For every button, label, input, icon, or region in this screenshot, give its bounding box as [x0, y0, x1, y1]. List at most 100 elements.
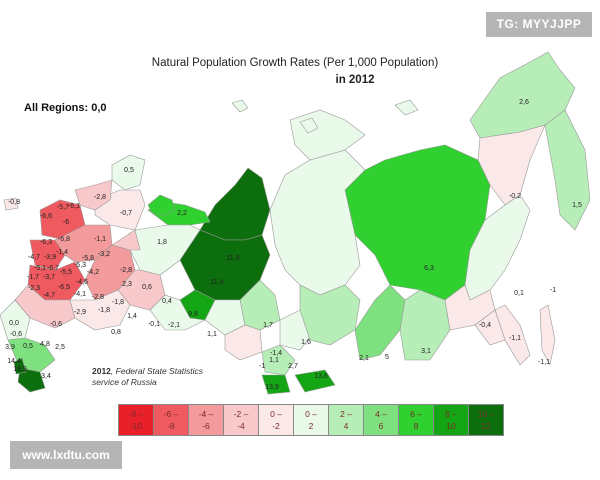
region-value-label: 0,0 [9, 320, 19, 327]
region-dagestan[interactable] [17, 367, 46, 393]
legend-swatch: -2 – -4 [223, 404, 259, 436]
region-novaya-zemlya[interactable] [147, 194, 176, 216]
telegram-tag: TG: MYYJJPP [486, 12, 592, 37]
region-value-label: 3,4 [41, 373, 51, 380]
source-year: 2012 [92, 366, 111, 376]
region-value-label: -1,8 [112, 299, 124, 306]
legend-label-bottom: 10 [446, 421, 456, 431]
region-value-label: 2,6 [519, 99, 529, 106]
region-value-label: 5 [385, 354, 389, 361]
region-value-label: 6,3 [424, 265, 434, 272]
region-value-label: 13,9 [265, 384, 279, 391]
region-pskov[interactable] [29, 239, 66, 271]
region-value-label: -2,8 [94, 194, 106, 201]
region-value-label: -6,3 [40, 239, 52, 246]
region-value-label: 1,7 [263, 322, 273, 329]
region-jewish[interactable] [474, 309, 506, 346]
region-value-label: -0,6 [10, 331, 22, 338]
region-value-label: 0,6 [142, 284, 152, 291]
region-amur[interactable] [444, 284, 496, 331]
region-value-label: 0,5 [124, 167, 134, 174]
region-kaliningrad[interactable] [3, 197, 19, 211]
map-title: Natural Population Growth Rates (Per 1,0… [140, 56, 450, 88]
region-south-2[interactable] [69, 289, 131, 331]
region-value-label: -2,8 [120, 267, 132, 274]
site-watermark: www.lxdtu.com [10, 441, 122, 469]
legend-swatch: -6 – -8 [153, 404, 189, 436]
region-island-3 [394, 99, 419, 116]
region-value-label: -6,6 [40, 213, 52, 220]
legend-label-top: 0 – [305, 409, 317, 419]
legend-swatch: 4 –6 [363, 404, 399, 436]
region-value-label: -2,9 [74, 309, 86, 316]
legend-label-top: 4 – [375, 409, 387, 419]
region-value-label: -1,4 [56, 249, 68, 256]
region-value-label: -1,1 [94, 236, 106, 243]
region-buryatia[interactable] [354, 284, 406, 361]
region-value-label: 1,4 [127, 313, 137, 320]
legend-label-top: -4 – [198, 409, 214, 419]
region-value-label: -0,6 [50, 321, 62, 328]
region-value-label: -1,8 [98, 307, 110, 314]
region-sakhalin[interactable] [539, 304, 556, 366]
region-taymyr[interactable] [289, 109, 366, 161]
map-title-line2: in 2012 [335, 74, 375, 86]
region-island-2 [299, 117, 319, 134]
region-value-label: -2,1 [168, 322, 180, 329]
region-yamalo-nenets[interactable] [199, 167, 271, 241]
region-irkutsk[interactable] [299, 284, 361, 346]
region-value-label: -0,1 [148, 321, 160, 328]
legend-swatch: 0 – -2 [258, 404, 294, 436]
region-value-label: -5,7 [57, 204, 69, 211]
legend-swatch: -8 – -10 [118, 404, 154, 436]
region-value-label: 2,2 [177, 210, 187, 217]
map-title-line1: Natural Population Growth Rates (Per 1,0… [151, 57, 439, 69]
region-caucasus-1[interactable] [0, 299, 31, 341]
region-value-label: 1,1 [269, 357, 279, 364]
region-komi[interactable] [129, 224, 201, 276]
map-legend: -8 – -10 -6 – -8 -4 – -6 -2 – -4 0 – -2 0 –2 2 –4 4 … [118, 404, 504, 436]
region-value-label: 4,8 [40, 341, 50, 348]
legend-swatch: -4 – -6 [188, 404, 224, 436]
region-island-1 [231, 99, 249, 113]
region-value-label: 3,1 [421, 348, 431, 355]
region-value-label: -0,4 [479, 322, 491, 329]
region-value-label: -1,4 [270, 350, 282, 357]
region-value-label: 13,6 [314, 373, 328, 380]
region-volga-1[interactable] [111, 229, 141, 251]
region-value-label: 0,1 [514, 290, 524, 297]
region-value-label: -3,2 [98, 251, 110, 258]
legend-label-bottom: 4 [343, 421, 349, 431]
region-value-label: -6,7 [47, 265, 59, 272]
region-value-label: -0,7 [120, 210, 132, 217]
region-value-label: 1,8 [157, 239, 167, 246]
source-text-2: service of Russia [92, 377, 157, 387]
region-krasnoyarsk[interactable] [269, 149, 366, 296]
legend-label-top: -2 – [233, 409, 249, 419]
legend-label-bottom: 8 [413, 421, 419, 431]
region-value-label: 0,5 [23, 343, 33, 350]
region-value-label: 1,6 [301, 339, 311, 346]
region-chechnya[interactable] [13, 357, 27, 375]
region-value-label: -1 [550, 287, 556, 294]
region-zabaykalsky[interactable] [399, 289, 451, 361]
region-value-label: -6,8 [58, 236, 70, 243]
region-value-label: 2,7 [288, 363, 298, 370]
region-value-label: 0,8 [111, 329, 121, 336]
region-value-label: -5,5 [60, 269, 72, 276]
legend-swatch: 10 – 12 [468, 404, 504, 436]
region-kamchatka[interactable] [544, 109, 591, 231]
legend-label-bottom: -6 [202, 421, 210, 431]
legend-label-bottom: 12 [481, 421, 491, 431]
region-tyva[interactable] [261, 374, 291, 395]
legend-label-top: 10 – [477, 409, 495, 419]
region-buryatia-2[interactable] [294, 369, 336, 393]
region-value-label: -5,8 [82, 255, 94, 262]
legend-label-top: -6 – [163, 409, 179, 419]
region-value-label: -4,2 [87, 269, 99, 276]
region-value-label: 2,1 [359, 355, 369, 362]
legend-label-bottom: -10 [129, 421, 143, 431]
region-altai[interactable] [261, 344, 296, 376]
region-value-label: -1,1 [509, 335, 521, 342]
